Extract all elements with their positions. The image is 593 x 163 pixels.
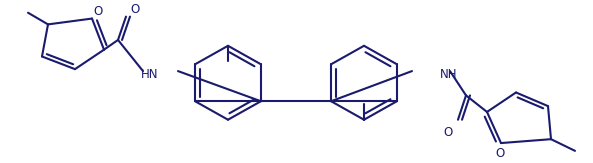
Text: O: O [130,3,139,16]
Text: HN: HN [141,68,159,82]
Text: O: O [444,126,452,139]
Text: O: O [93,5,102,18]
Text: NH: NH [440,68,458,82]
Text: O: O [495,147,505,160]
